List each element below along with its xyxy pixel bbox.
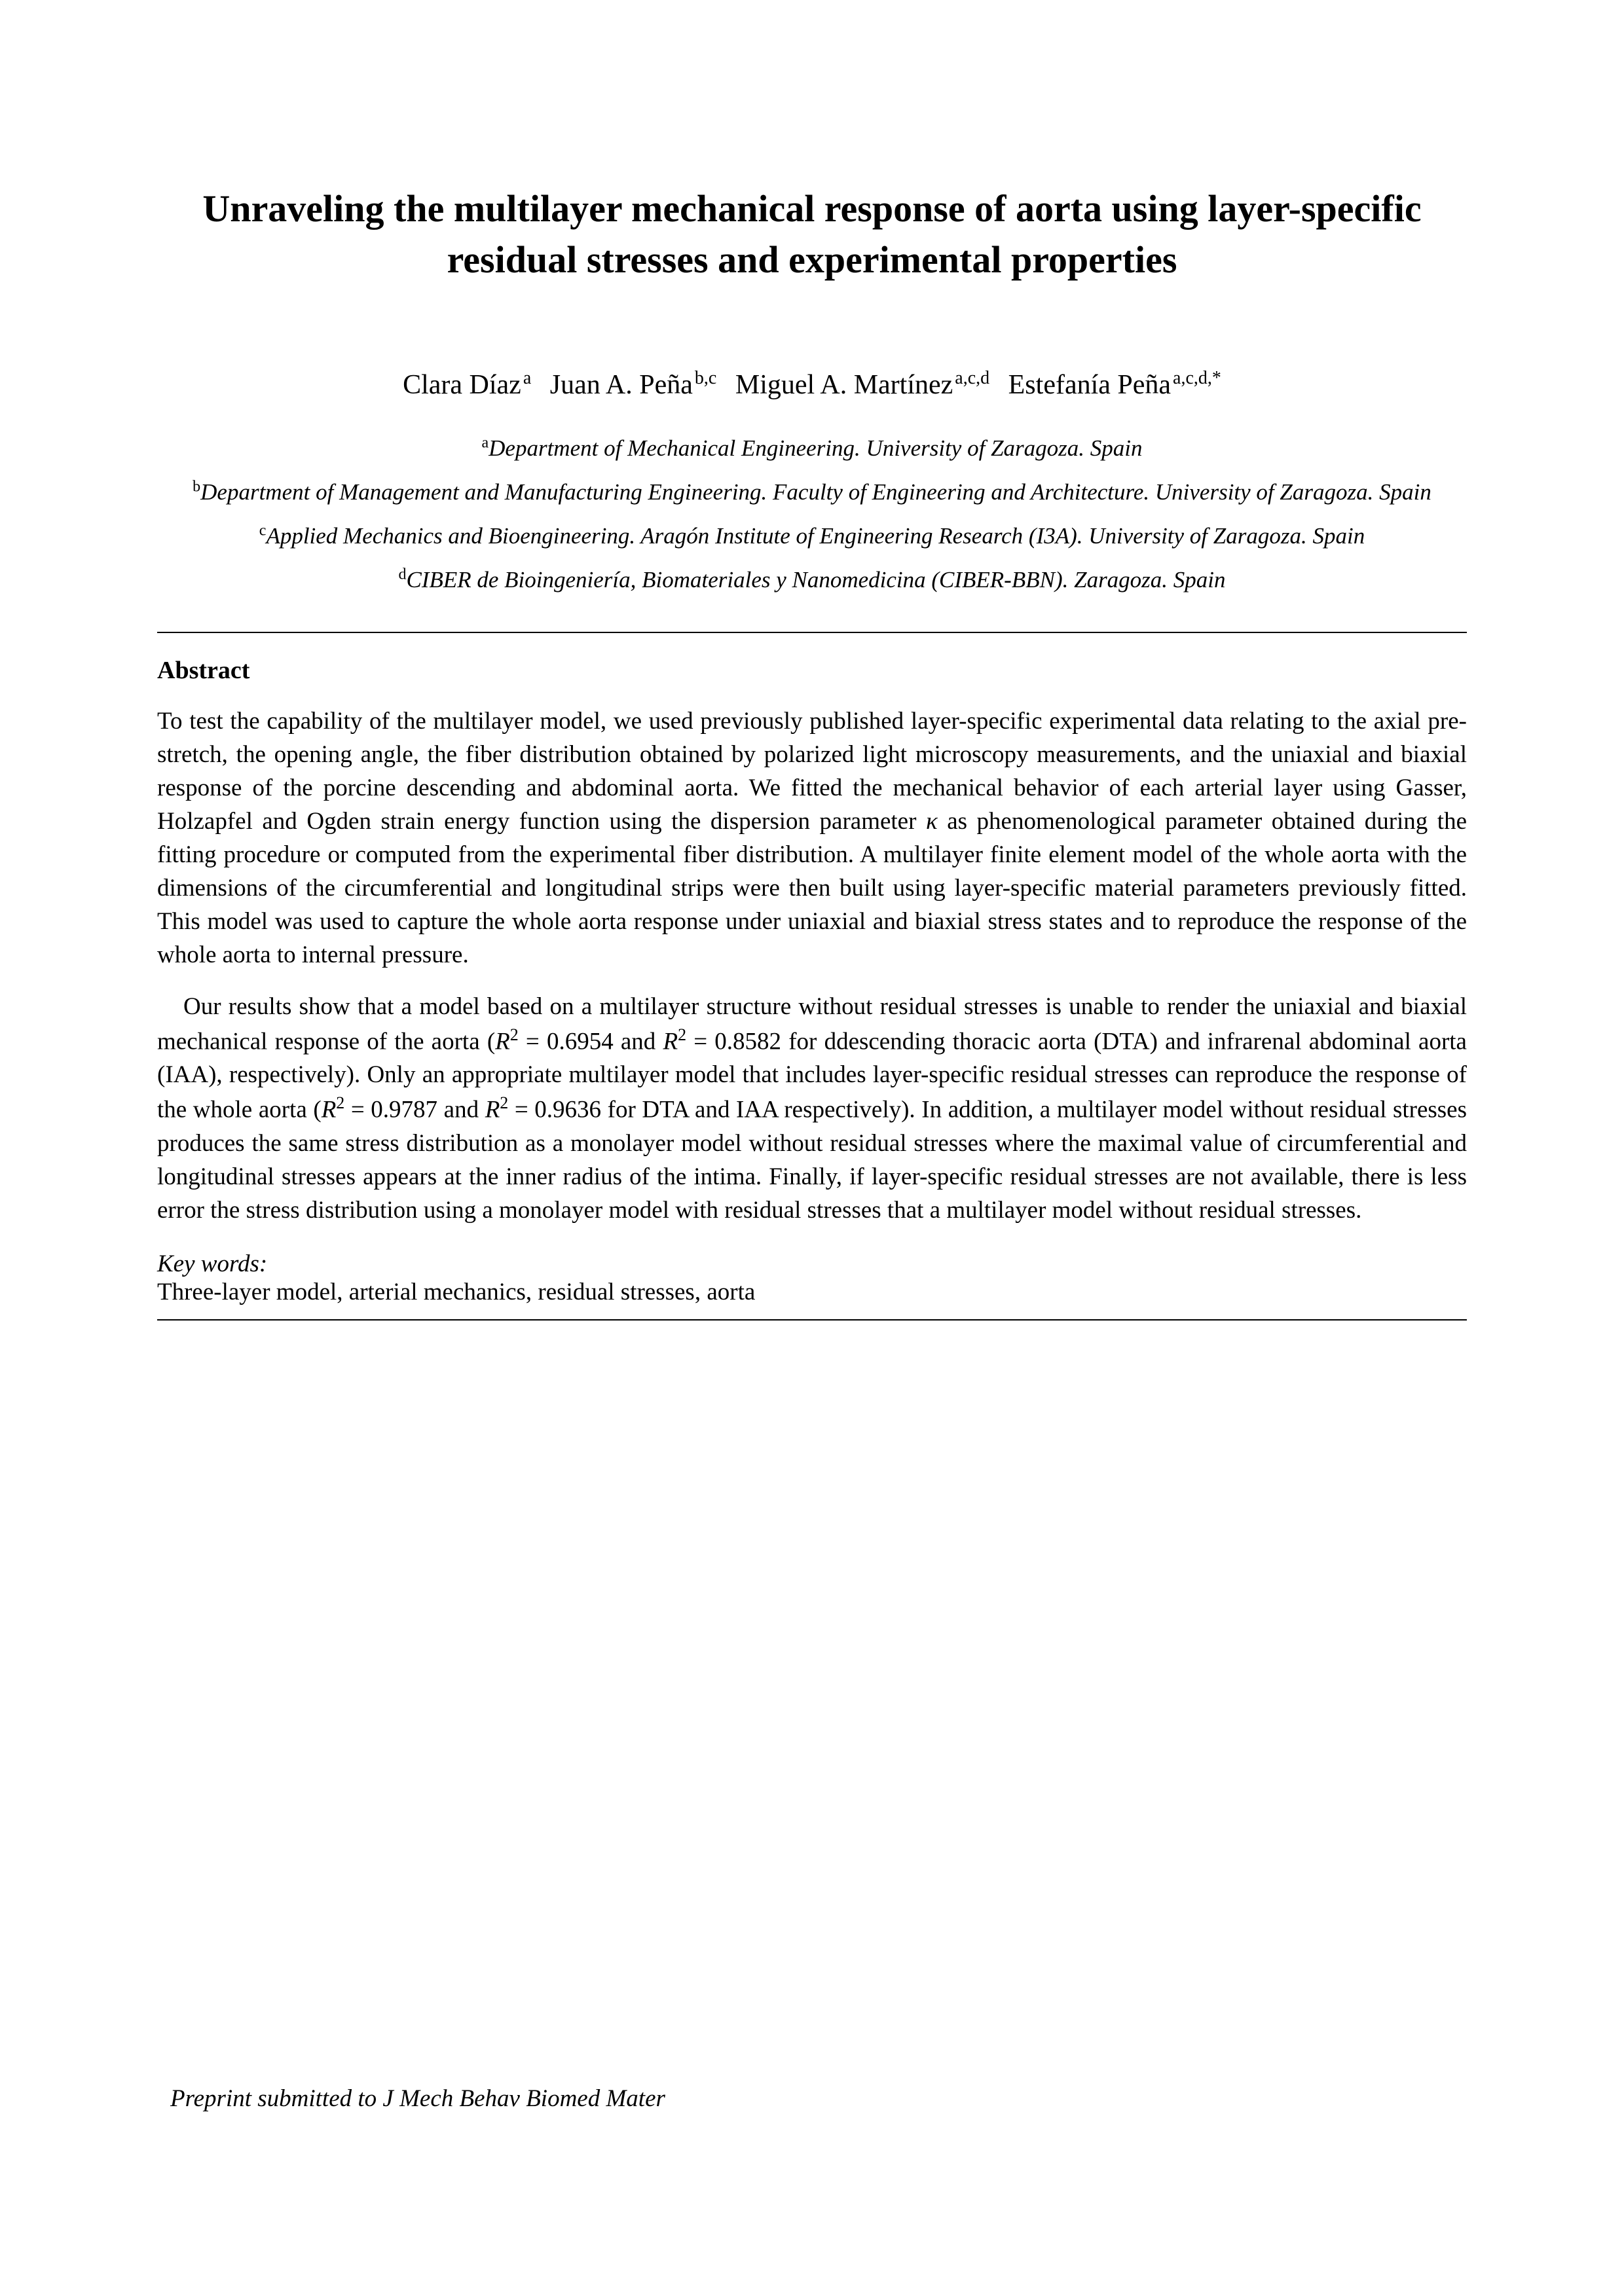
r-squared-4-base: R [485, 1097, 500, 1123]
r-squared-1-base: R [495, 1028, 510, 1055]
affiliation-a: aDepartment of Mechanical Engineering. U… [157, 432, 1467, 464]
affiliation-a-sup: a [482, 434, 489, 451]
abstract-paragraph-2: Our results show that a model based on a… [157, 990, 1467, 1227]
keywords-list: Three-layer model, arterial mechanics, r… [157, 1278, 1467, 1306]
affiliation-d: dCIBER de Bioingeniería, Biomateriales y… [157, 564, 1467, 596]
divider-bottom [157, 1319, 1467, 1321]
affiliation-b-sup: b [193, 478, 200, 495]
abstract-heading: Abstract [157, 656, 1467, 685]
author-3-name: Miguel A. Martínez [735, 370, 953, 400]
affiliation-a-text: Department of Mechanical Engineering. Un… [489, 435, 1142, 461]
r-squared-4-exp: 2 [500, 1093, 508, 1112]
affiliation-b: bDepartment of Management and Manufactur… [157, 476, 1467, 508]
r-squared-3-base: R [322, 1097, 337, 1123]
abstract-paragraph-1: To test the capability of the multilayer… [157, 704, 1467, 972]
r-squared-1-exp: 2 [510, 1025, 519, 1044]
preprint-footer: Preprint submitted to J Mech Behav Biome… [170, 2085, 665, 2113]
affiliation-c: cApplied Mechanics and Bioengineering. A… [157, 520, 1467, 552]
author-2-name: Juan A. Peña [550, 370, 693, 400]
author-4-name: Estefanía Peña [1008, 370, 1171, 400]
author-3-affiliation: a,c,d [955, 368, 989, 388]
paper-title: Unraveling the multilayer mechanical res… [157, 183, 1467, 286]
affiliation-d-sup: d [398, 566, 406, 583]
keywords-heading: Key words: [157, 1250, 1467, 1278]
affiliation-c-text: Applied Mechanics and Bioengineering. Ar… [266, 523, 1365, 549]
abstract-p2-eq1: = 0.6954 and [519, 1028, 663, 1055]
author-4-affiliation: a,c,d,* [1173, 368, 1221, 388]
r-squared-2-exp: 2 [678, 1025, 686, 1044]
author-1-affiliation: a [523, 368, 531, 388]
affiliation-b-text: Department of Management and Manufacturi… [200, 479, 1431, 505]
author-2-affiliation: b,c [695, 368, 716, 388]
author-1-name: Clara Díaz [403, 370, 521, 400]
affiliation-d-text: CIBER de Bioingeniería, Biomateriales y … [406, 567, 1225, 592]
authors-list: Clara Díaza Juan A. Peñab,c Miguel A. Ma… [157, 365, 1467, 406]
kappa-symbol: κ [926, 808, 938, 835]
abstract-p2-eq2: = 0.9787 and [344, 1097, 485, 1123]
divider-top [157, 632, 1467, 633]
r-squared-2-base: R [663, 1028, 678, 1055]
affiliation-c-sup: c [259, 522, 267, 539]
r-squared-3-exp: 2 [336, 1093, 344, 1112]
